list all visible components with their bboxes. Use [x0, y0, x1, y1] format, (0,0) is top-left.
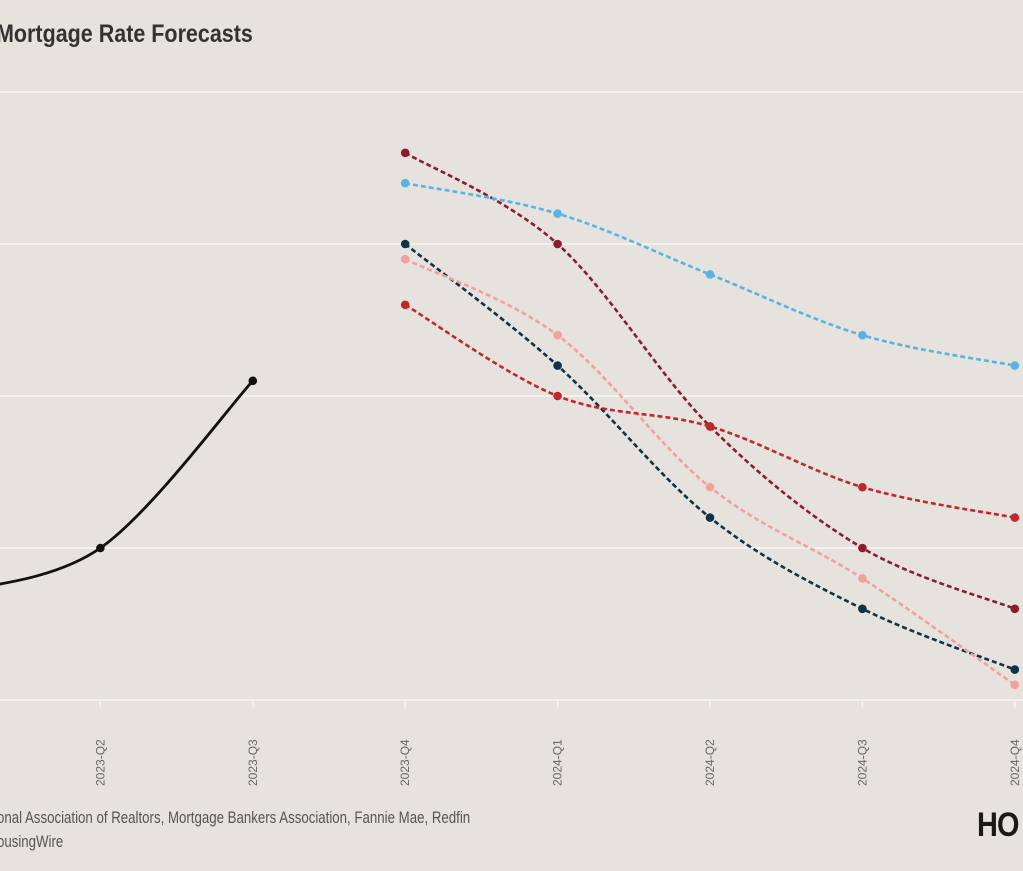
data-point — [1010, 604, 1020, 614]
x-tick-label: 2023-Q2 — [93, 739, 107, 786]
data-point — [248, 376, 258, 386]
x-tick-label: 2024-Q4 — [1008, 739, 1022, 786]
series-line-1 — [404, 151, 1016, 611]
data-point — [858, 482, 867, 492]
data-point — [553, 391, 562, 401]
data-point — [705, 513, 715, 522]
data-point — [553, 330, 562, 340]
data-point — [400, 148, 410, 158]
data-point — [858, 604, 867, 614]
series-line-3 — [404, 242, 1016, 671]
data-point — [400, 239, 410, 249]
credit-text: lousingWire — [0, 832, 64, 851]
data-point — [858, 543, 867, 553]
source-text: ional Association of Realtors, Mortgage … — [0, 808, 471, 827]
series-line-2 — [404, 181, 1016, 367]
data-point — [553, 361, 562, 370]
x-tick-label: 2023-Q3 — [246, 739, 260, 786]
data-point — [553, 239, 562, 249]
line-chart: 2023-Q2 2023-Q3 2023-Q4 2024-Q1 2024-Q2 2024-… — [0, 91, 1023, 786]
data-point — [858, 574, 867, 583]
series-line-4 — [404, 258, 1016, 686]
data-point — [858, 330, 867, 340]
data-point — [96, 543, 105, 553]
data-point — [1010, 680, 1020, 690]
data-point — [553, 209, 562, 218]
data-point — [705, 422, 715, 431]
data-point — [400, 254, 410, 264]
data-point — [1010, 665, 1020, 674]
data-point — [1010, 361, 1020, 370]
chart-title: Mortgage Rate Forecasts — [0, 20, 253, 48]
data-point — [400, 178, 410, 188]
housingwire-logo: HO — [977, 806, 1020, 844]
data-point — [705, 482, 715, 492]
series-line-0 — [0, 379, 254, 586]
data-point — [400, 300, 410, 310]
x-tick-label: 2023-Q4 — [398, 739, 412, 786]
x-tick-label: 2024-Q3 — [855, 739, 869, 786]
x-tick-label: 2024-Q2 — [703, 739, 717, 786]
series-line-5 — [404, 303, 1016, 519]
data-point — [1010, 513, 1020, 522]
data-point — [705, 270, 715, 279]
x-tick-label: 2024-Q1 — [551, 739, 565, 786]
